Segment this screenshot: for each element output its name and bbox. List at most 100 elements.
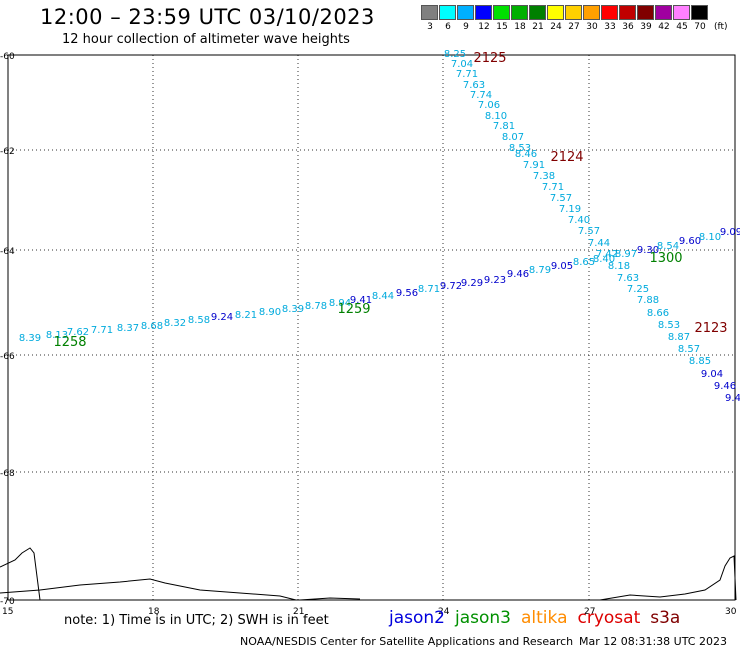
x-tick-label: 21: [293, 607, 304, 617]
scale-label: 42: [658, 22, 670, 32]
scale-swatch: [439, 5, 456, 20]
wave-height-value: 8.44: [372, 291, 394, 302]
scale-label: 24: [550, 22, 562, 32]
pass-number-label: 1258: [53, 335, 86, 350]
pass-number-label: 2123: [694, 321, 727, 336]
map-title: 12:00 – 23:59 UTC 03/10/2023: [40, 5, 375, 29]
wave-height-value: 7.63: [463, 80, 485, 91]
wave-height-value: 9.05: [551, 261, 573, 272]
wave-height-value: 8.71: [418, 284, 440, 295]
map-frame: [7, 54, 736, 601]
generated-timestamp: Mar 12 08:31:38 UTC 2023: [579, 635, 727, 648]
wave-height-value: 8.46: [515, 149, 537, 160]
wave-height-value: 7.57: [550, 193, 572, 204]
legend-s3a: s3a: [650, 608, 681, 628]
lat-lon-grid: [8, 55, 735, 600]
wave-height-value: 7.62: [67, 327, 89, 338]
wave-height-value: 8.57: [678, 344, 700, 355]
scale-swatch: [619, 5, 636, 20]
color-scale-unit: (ft): [714, 22, 728, 32]
scale-label: 30: [586, 22, 598, 32]
wave-height-value: 7.57: [578, 226, 600, 237]
wave-height-value: 7.44: [588, 238, 610, 249]
wave-height-value: 8.39: [282, 304, 304, 315]
wave-height-value: 8.94: [329, 298, 351, 309]
wave-height-value: 7.63: [617, 273, 639, 284]
scale-swatch: [601, 5, 618, 20]
wave-height-value: 8.87: [668, 332, 690, 343]
scale-swatch: [457, 5, 474, 20]
track-1259: 8.39 8.137.62 7.71 8.37 8.68 8.32 8.58 9.24 8.21…: [19, 227, 740, 344]
scale-label: 45: [676, 22, 688, 32]
scale-swatch: [475, 5, 492, 20]
wave-height-value: 8.78: [305, 301, 327, 312]
frame-rect: [7, 54, 736, 601]
wave-height-value: 9.04: [701, 369, 723, 380]
x-tick-label: 15: [2, 607, 13, 617]
wave-height-value: 9.24: [211, 312, 233, 323]
wave-height-value: 9.30: [637, 245, 659, 256]
scale-swatch: [637, 5, 654, 20]
wave-height-value: 8.37: [117, 323, 139, 334]
wave-height-value: 7.88: [637, 295, 659, 306]
wave-height-value: 9.60: [679, 236, 701, 247]
scale-swatch: [421, 5, 438, 20]
wave-height-value: 7.38: [533, 171, 555, 182]
pass-number-label: 1300: [649, 251, 682, 266]
wave-height-value: 8.58: [188, 315, 210, 326]
x-tick-label: 30: [725, 607, 737, 617]
wave-height-value: 8.53: [509, 143, 531, 154]
wave-height-value: 8.54: [657, 241, 679, 252]
scale-swatch: [691, 5, 708, 20]
wave-height-value: 8.85: [689, 356, 711, 367]
wave-height-value: 8.25: [444, 49, 466, 60]
legend-jason3: jason3: [455, 608, 511, 628]
satellite-legend: jason2 jason3 altika cryosat s3a: [389, 608, 680, 628]
scale-label: 18: [514, 22, 526, 32]
wave-height-value: 7.19: [559, 204, 581, 215]
wave-height-value: 8.66: [647, 308, 669, 319]
scale-swatch: [511, 5, 528, 20]
wave-height-value: 9.4: [725, 393, 740, 404]
pass-labels: 2125 2124 2123 1300 1259 1258: [53, 51, 727, 350]
scale-label: 36: [622, 22, 634, 32]
scale-label: 39: [640, 22, 652, 32]
scale-label: 6: [445, 22, 451, 32]
wave-height-value: 7.42: [596, 249, 618, 260]
coastline: [0, 547, 737, 601]
scale-label: 33: [604, 22, 616, 32]
scale-label: 12: [478, 22, 490, 32]
x-tick-label: 18: [148, 607, 160, 617]
wave-height-value: 7.71: [456, 69, 478, 80]
y-tick-label: -60: [0, 52, 15, 62]
wave-height-value: 7.71: [542, 182, 564, 193]
credit-line: NOAA/NESDIS Center for Satellite Applica…: [240, 635, 574, 648]
wave-height-value: 8.90: [259, 307, 281, 318]
wave-height-value: 8.10: [699, 232, 721, 243]
scale-swatch: [673, 5, 690, 20]
wave-height-value: 9.46: [507, 269, 529, 280]
scale-label: 9: [463, 22, 469, 32]
wave-height-value: 7.91: [523, 160, 545, 171]
scale-label: 3: [427, 22, 433, 32]
scale-swatch: [565, 5, 582, 20]
map-subtitle: 12 hour collection of altimeter wave hei…: [62, 32, 350, 47]
wave-height-value: 9.56: [396, 288, 418, 299]
scale-swatch: [547, 5, 564, 20]
scale-label: 15: [496, 22, 508, 32]
scale-swatch: [529, 5, 546, 20]
wave-height-value: 7.71: [91, 325, 113, 336]
y-tick-label: -66: [0, 352, 15, 362]
scale-label: 70: [694, 22, 706, 32]
wave-height-value: 8.21: [235, 310, 257, 321]
wave-height-value: 9.23: [484, 275, 506, 286]
y-tick-label: -68: [0, 469, 15, 479]
wave-height-value: 8.18: [608, 261, 630, 272]
wave-height-value: 8.07: [502, 132, 524, 143]
wave-height-value: 8.65: [573, 257, 595, 268]
wave-height-value: 8.39: [19, 333, 41, 344]
y-tick-label: -64: [0, 247, 15, 257]
scale-label: 27: [568, 22, 580, 32]
pass-number-label: 2125: [473, 51, 506, 66]
